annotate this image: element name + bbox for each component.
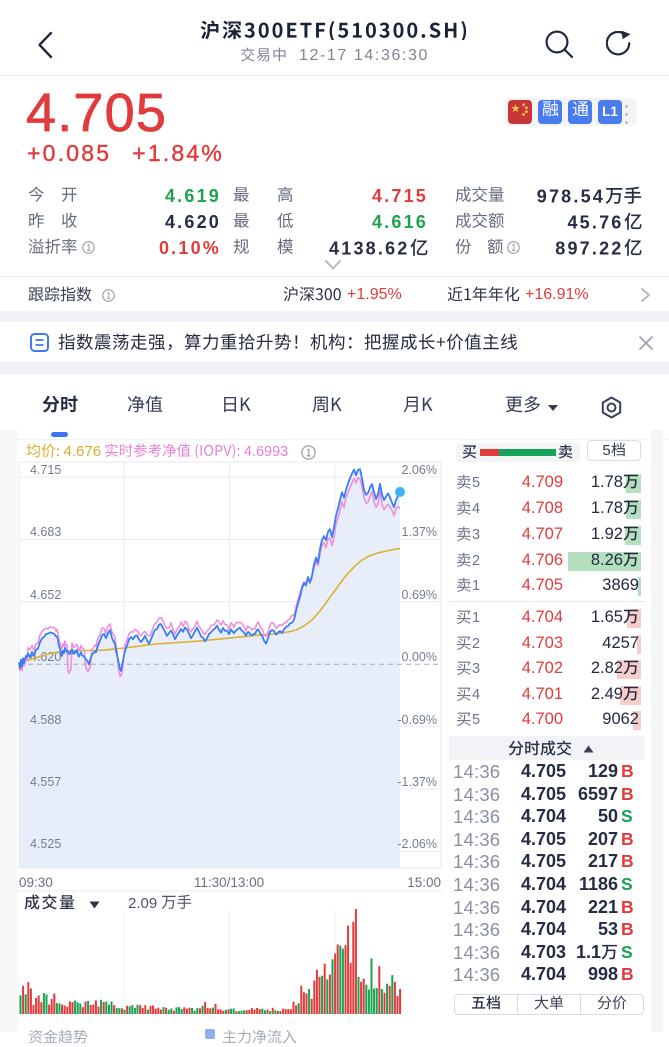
svg-text:4.557: 4.557 xyxy=(30,775,61,789)
svg-text:4.715: 4.715 xyxy=(30,463,61,477)
svg-text:15:00: 15:00 xyxy=(407,875,441,890)
svg-text:4.652: 4.652 xyxy=(30,588,61,602)
svg-text:2.06%: 2.06% xyxy=(402,463,437,477)
svg-text:4.683: 4.683 xyxy=(30,525,61,539)
svg-text:-0.69%: -0.69% xyxy=(397,713,437,727)
svg-text:11:30/13:00: 11:30/13:00 xyxy=(194,875,264,890)
svg-text:1.37%: 1.37% xyxy=(402,525,437,539)
svg-text:4.588: 4.588 xyxy=(30,713,61,727)
svg-text:0.00%: 0.00% xyxy=(402,650,437,664)
svg-text:-1.37%: -1.37% xyxy=(397,775,437,789)
svg-text:4.525: 4.525 xyxy=(30,837,61,851)
svg-text:-2.06%: -2.06% xyxy=(397,837,437,851)
svg-text:0.69%: 0.69% xyxy=(402,588,437,602)
svg-text:09:30: 09:30 xyxy=(19,875,53,890)
